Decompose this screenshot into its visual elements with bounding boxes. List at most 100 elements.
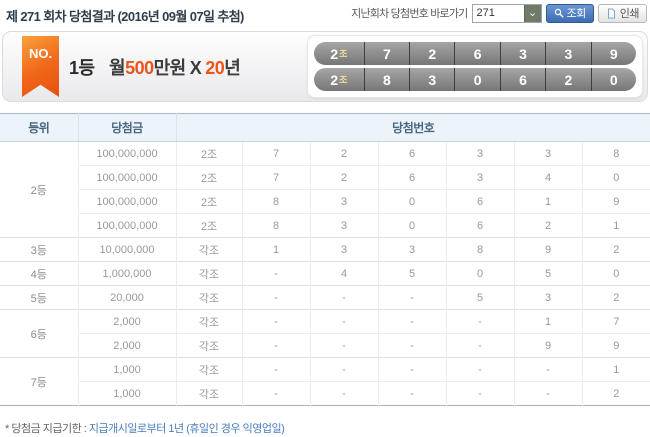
number-cell: 7 xyxy=(581,309,650,334)
search-icon xyxy=(554,8,564,18)
number-digit-cell: 0 xyxy=(454,68,499,91)
prize-cell: 1,000 xyxy=(77,357,176,382)
prize-cell: 10,000,000 xyxy=(77,237,176,262)
number-cell: 3 xyxy=(309,237,378,262)
table-row: 2등 100,000,000 2조 7 2 6 3 3 8 xyxy=(0,141,650,197)
number-cell: 각조 xyxy=(175,381,242,406)
number-digit-cell: 6 xyxy=(454,42,499,65)
number-cell: - xyxy=(241,333,310,358)
number-cell: - xyxy=(241,261,310,286)
prize-amount: 500 xyxy=(125,57,154,78)
number-cell: - xyxy=(377,285,446,310)
prize-cell: 1,000 xyxy=(77,381,176,406)
number-cell: 1 xyxy=(513,189,582,214)
number-cell: 2조 xyxy=(175,141,242,166)
number-cell: 각조 xyxy=(175,237,242,262)
years-amount: 20 xyxy=(205,57,225,78)
number-cell: 6 xyxy=(445,189,514,214)
number-cell: 2조 xyxy=(175,165,242,190)
number-cell: 각조 xyxy=(175,357,242,382)
number-digit-cell: 3 xyxy=(409,68,454,91)
rank-cell: 3등 xyxy=(0,237,78,262)
printer-icon xyxy=(606,8,617,19)
prize-cell: 100,000,000 xyxy=(77,213,176,238)
number-cell: 2조 xyxy=(175,213,242,238)
prize-cell: 2,000 xyxy=(77,333,176,358)
payment-deadline-note: * 당첨금 지급기한 : 지급개시일로부터 1년 (휴일인 경우 익영업일) xyxy=(5,420,285,436)
note-text: 지급개시일로부터 1년 (휴일인 경우 익영업일) xyxy=(88,423,285,435)
number-cell: 0 xyxy=(377,213,446,238)
number-cell: 1 xyxy=(581,357,650,382)
times-symbol: X xyxy=(189,57,202,78)
number-digit-cell: 6 xyxy=(499,68,545,91)
table-row: 100,000,000 2조 7 2 6 3 4 0 xyxy=(0,165,650,190)
number-cell: 5 xyxy=(513,261,582,286)
number-cell: - xyxy=(377,309,446,334)
years-suffix: 년 xyxy=(224,57,241,78)
number-digit-cell: 0 xyxy=(590,68,636,91)
number-cell: 각조 xyxy=(175,333,242,358)
number-cell: 각조 xyxy=(175,261,242,286)
number-cell: 3 xyxy=(445,165,514,190)
number-cell: 1 xyxy=(513,309,582,334)
table-row: 7등 1,000 각조 - - - - -1 xyxy=(0,357,650,406)
number-cell: - xyxy=(309,285,378,310)
number-cell: 3 xyxy=(377,237,446,262)
number-cell: 3 xyxy=(309,189,378,214)
number-digit-cell: 7 xyxy=(363,42,409,65)
number-cell: - xyxy=(309,381,378,406)
round-select[interactable]: 271 ⌄ xyxy=(471,3,542,23)
number-cell: 3 xyxy=(309,213,378,238)
chevron-down-icon[interactable]: ⌄ xyxy=(523,4,541,22)
number-digit-cell: 8 xyxy=(363,68,409,91)
number-digit-cell: 2 xyxy=(409,42,454,65)
number-digit-cell: 2 xyxy=(545,68,590,91)
number-cell: 2 xyxy=(513,213,582,238)
number-cell: 8 xyxy=(581,141,650,166)
table-body: 2등 100,000,000 2조 7 2 6 3 3 8 100,000,000 2조 7 2 6 3 4 0… xyxy=(0,141,650,406)
number-cell: - xyxy=(377,381,446,406)
number-cell: - xyxy=(309,333,378,358)
ribbon-badge: NO. xyxy=(22,36,59,97)
table-row: 1,000 각조 - - - - -2 xyxy=(0,381,650,406)
rank-cell: 7등 xyxy=(0,357,78,406)
number-cell: - xyxy=(241,285,310,310)
number-cell: 5 xyxy=(445,285,514,310)
print-button[interactable]: 인쇄 xyxy=(597,3,647,23)
rank-cell: 2등 xyxy=(30,184,47,197)
table-row: 2,000 각조 - - - -9 9 xyxy=(0,333,650,358)
number-cell: 9 xyxy=(513,333,582,358)
table-row: 100,000,000 2조 8 3 0 6 1 9 xyxy=(0,189,650,214)
number-cell: - xyxy=(445,333,514,358)
number-cell: 0 xyxy=(445,261,514,286)
number-cell: 7 xyxy=(241,165,310,190)
rank-cell: 4등 xyxy=(0,261,78,286)
rank-cell: 6등 xyxy=(0,309,78,358)
table-row: 100,000,000 2조 8 3 0 6 2 1 xyxy=(0,213,650,238)
page-title: 제 271 회차 당첨결과 (2016년 09월 07일 추첨) xyxy=(6,9,244,24)
number-digit-cell: 3 xyxy=(499,42,545,65)
table-header-row: 등위 당첨금 당첨번호 xyxy=(0,113,650,142)
number-cell: - xyxy=(241,381,310,406)
search-button-label: 조회 xyxy=(566,8,587,20)
number-cell: 3 xyxy=(445,141,514,166)
number-cell: - xyxy=(513,381,582,406)
results-table: 등위 당첨금 당첨번호 2등 100,000,000 2조 7 2 6 3 3 8 100,000… xyxy=(0,113,650,406)
table-row: 6등 2,000 각조 - - - -1 7 xyxy=(0,309,650,358)
number-cell: 8 xyxy=(445,237,514,262)
header-prize: 당첨금 xyxy=(78,113,177,142)
search-button[interactable]: 조회 xyxy=(545,3,594,23)
number-cell: 각조 xyxy=(175,285,242,310)
number-digit-cell: 9 xyxy=(590,42,636,65)
number-cell: 3 xyxy=(513,285,582,310)
number-cell: 9 xyxy=(513,237,582,262)
number-cell: 2 xyxy=(309,141,378,166)
number-cell: 5 xyxy=(377,261,446,286)
number-cell: 0 xyxy=(581,165,650,190)
number-cell: 0 xyxy=(581,261,650,286)
number-cell: 0 xyxy=(377,189,446,214)
number-cell: 3 xyxy=(513,141,582,166)
